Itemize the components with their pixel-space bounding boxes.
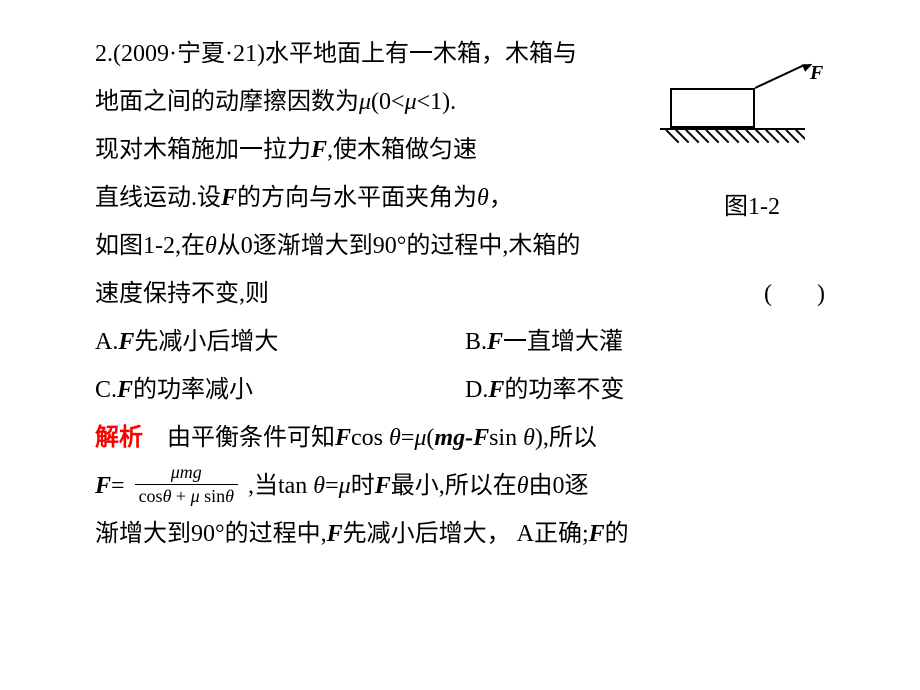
- solution-line-2: F= μmg cosθ + μ sinθ ,当tan θ=μ时F最小,所以在θ由…: [95, 462, 825, 510]
- text: 的方向与水平面夹角为: [237, 185, 477, 211]
- theta-symbol: θ: [517, 473, 529, 499]
- fraction: μmg cosθ + μ sinθ: [135, 462, 238, 508]
- options-row-1: A.F先减小后增大 B.F一直增大灌: [95, 318, 825, 366]
- problem-line-3: 现对木箱施加一拉力F,使木箱做匀速: [95, 126, 825, 174]
- problem-line-1: 2.(2009·宁夏·21)水平地面上有一木箱，木箱与: [95, 30, 825, 78]
- text: ，: [489, 185, 513, 211]
- text: 如图1-2,在: [95, 233, 205, 259]
- option-c: C.F的功率减小: [95, 366, 465, 414]
- problem-line-4: 直线运动.设F的方向与水平面夹角为θ，: [95, 174, 825, 222]
- mu-symbol: μ: [414, 425, 426, 451]
- force-F: F: [375, 473, 391, 499]
- mu-symbol: μ: [339, 473, 351, 499]
- text: 地面之间的动摩擦因数为: [95, 89, 359, 115]
- problem-line-5: 如图1-2,在θ从0逐渐增大到90°的过程中,木箱的: [95, 222, 825, 270]
- problem-line-2: 地面之间的动摩擦因数为μ(0<μ<1).: [95, 78, 825, 126]
- text: 速度保持不变,则: [95, 270, 269, 318]
- force-F: F: [327, 521, 343, 547]
- theta-symbol: θ: [313, 473, 325, 499]
- figure-caption: 图1-2: [724, 186, 780, 221]
- force-F: F: [95, 473, 111, 499]
- mg-F: mg-F: [434, 425, 489, 451]
- solution-line-3: 渐增大到90°的过程中,F先减小后增大， A正确;F的: [95, 510, 825, 558]
- theta-symbol: θ: [523, 425, 535, 451]
- theta-symbol: θ: [205, 233, 217, 259]
- problem-line-6: 速度保持不变,则 (): [95, 270, 825, 318]
- theta-symbol: θ: [389, 425, 401, 451]
- option-a: A.F先减小后增大: [95, 318, 465, 366]
- mu-symbol: μ: [405, 89, 417, 115]
- force-F: F: [117, 377, 133, 403]
- text: 现对木箱施加一拉力: [95, 137, 311, 163]
- text: 从0逐渐增大到90°的过程中,木箱的: [217, 233, 581, 259]
- force-F: F: [311, 137, 327, 163]
- option-b: B.F一直增大灌: [465, 318, 623, 366]
- theta-symbol: θ: [477, 185, 489, 211]
- text: 直线运动.设: [95, 185, 221, 211]
- solution-label: 解析: [95, 425, 143, 451]
- problem-number: 2.(2009·宁夏·21): [95, 41, 265, 67]
- text: 由平衡条件可知: [143, 425, 335, 451]
- text: (0<: [371, 89, 405, 115]
- force-F: F: [589, 521, 605, 547]
- option-d: D.F的功率不变: [465, 366, 624, 414]
- mu-symbol: μ: [359, 89, 371, 115]
- force-F: F: [335, 425, 351, 451]
- options-row-2: C.F的功率减小 D.F的功率不变: [95, 366, 825, 414]
- text: ,使木箱做匀速: [327, 137, 477, 163]
- text: <1).: [417, 89, 457, 115]
- force-F: F: [221, 185, 237, 211]
- force-F: F: [488, 377, 504, 403]
- answer-paren: (): [764, 270, 825, 318]
- force-F: F: [118, 329, 134, 355]
- force-F: F: [487, 329, 503, 355]
- solution-line-1: 解析 由平衡条件可知Fcos θ=μ(mg-Fsin θ),所以: [95, 414, 825, 462]
- text: cos: [351, 425, 383, 451]
- text: 水平地面上有一木箱，木箱与: [265, 41, 577, 67]
